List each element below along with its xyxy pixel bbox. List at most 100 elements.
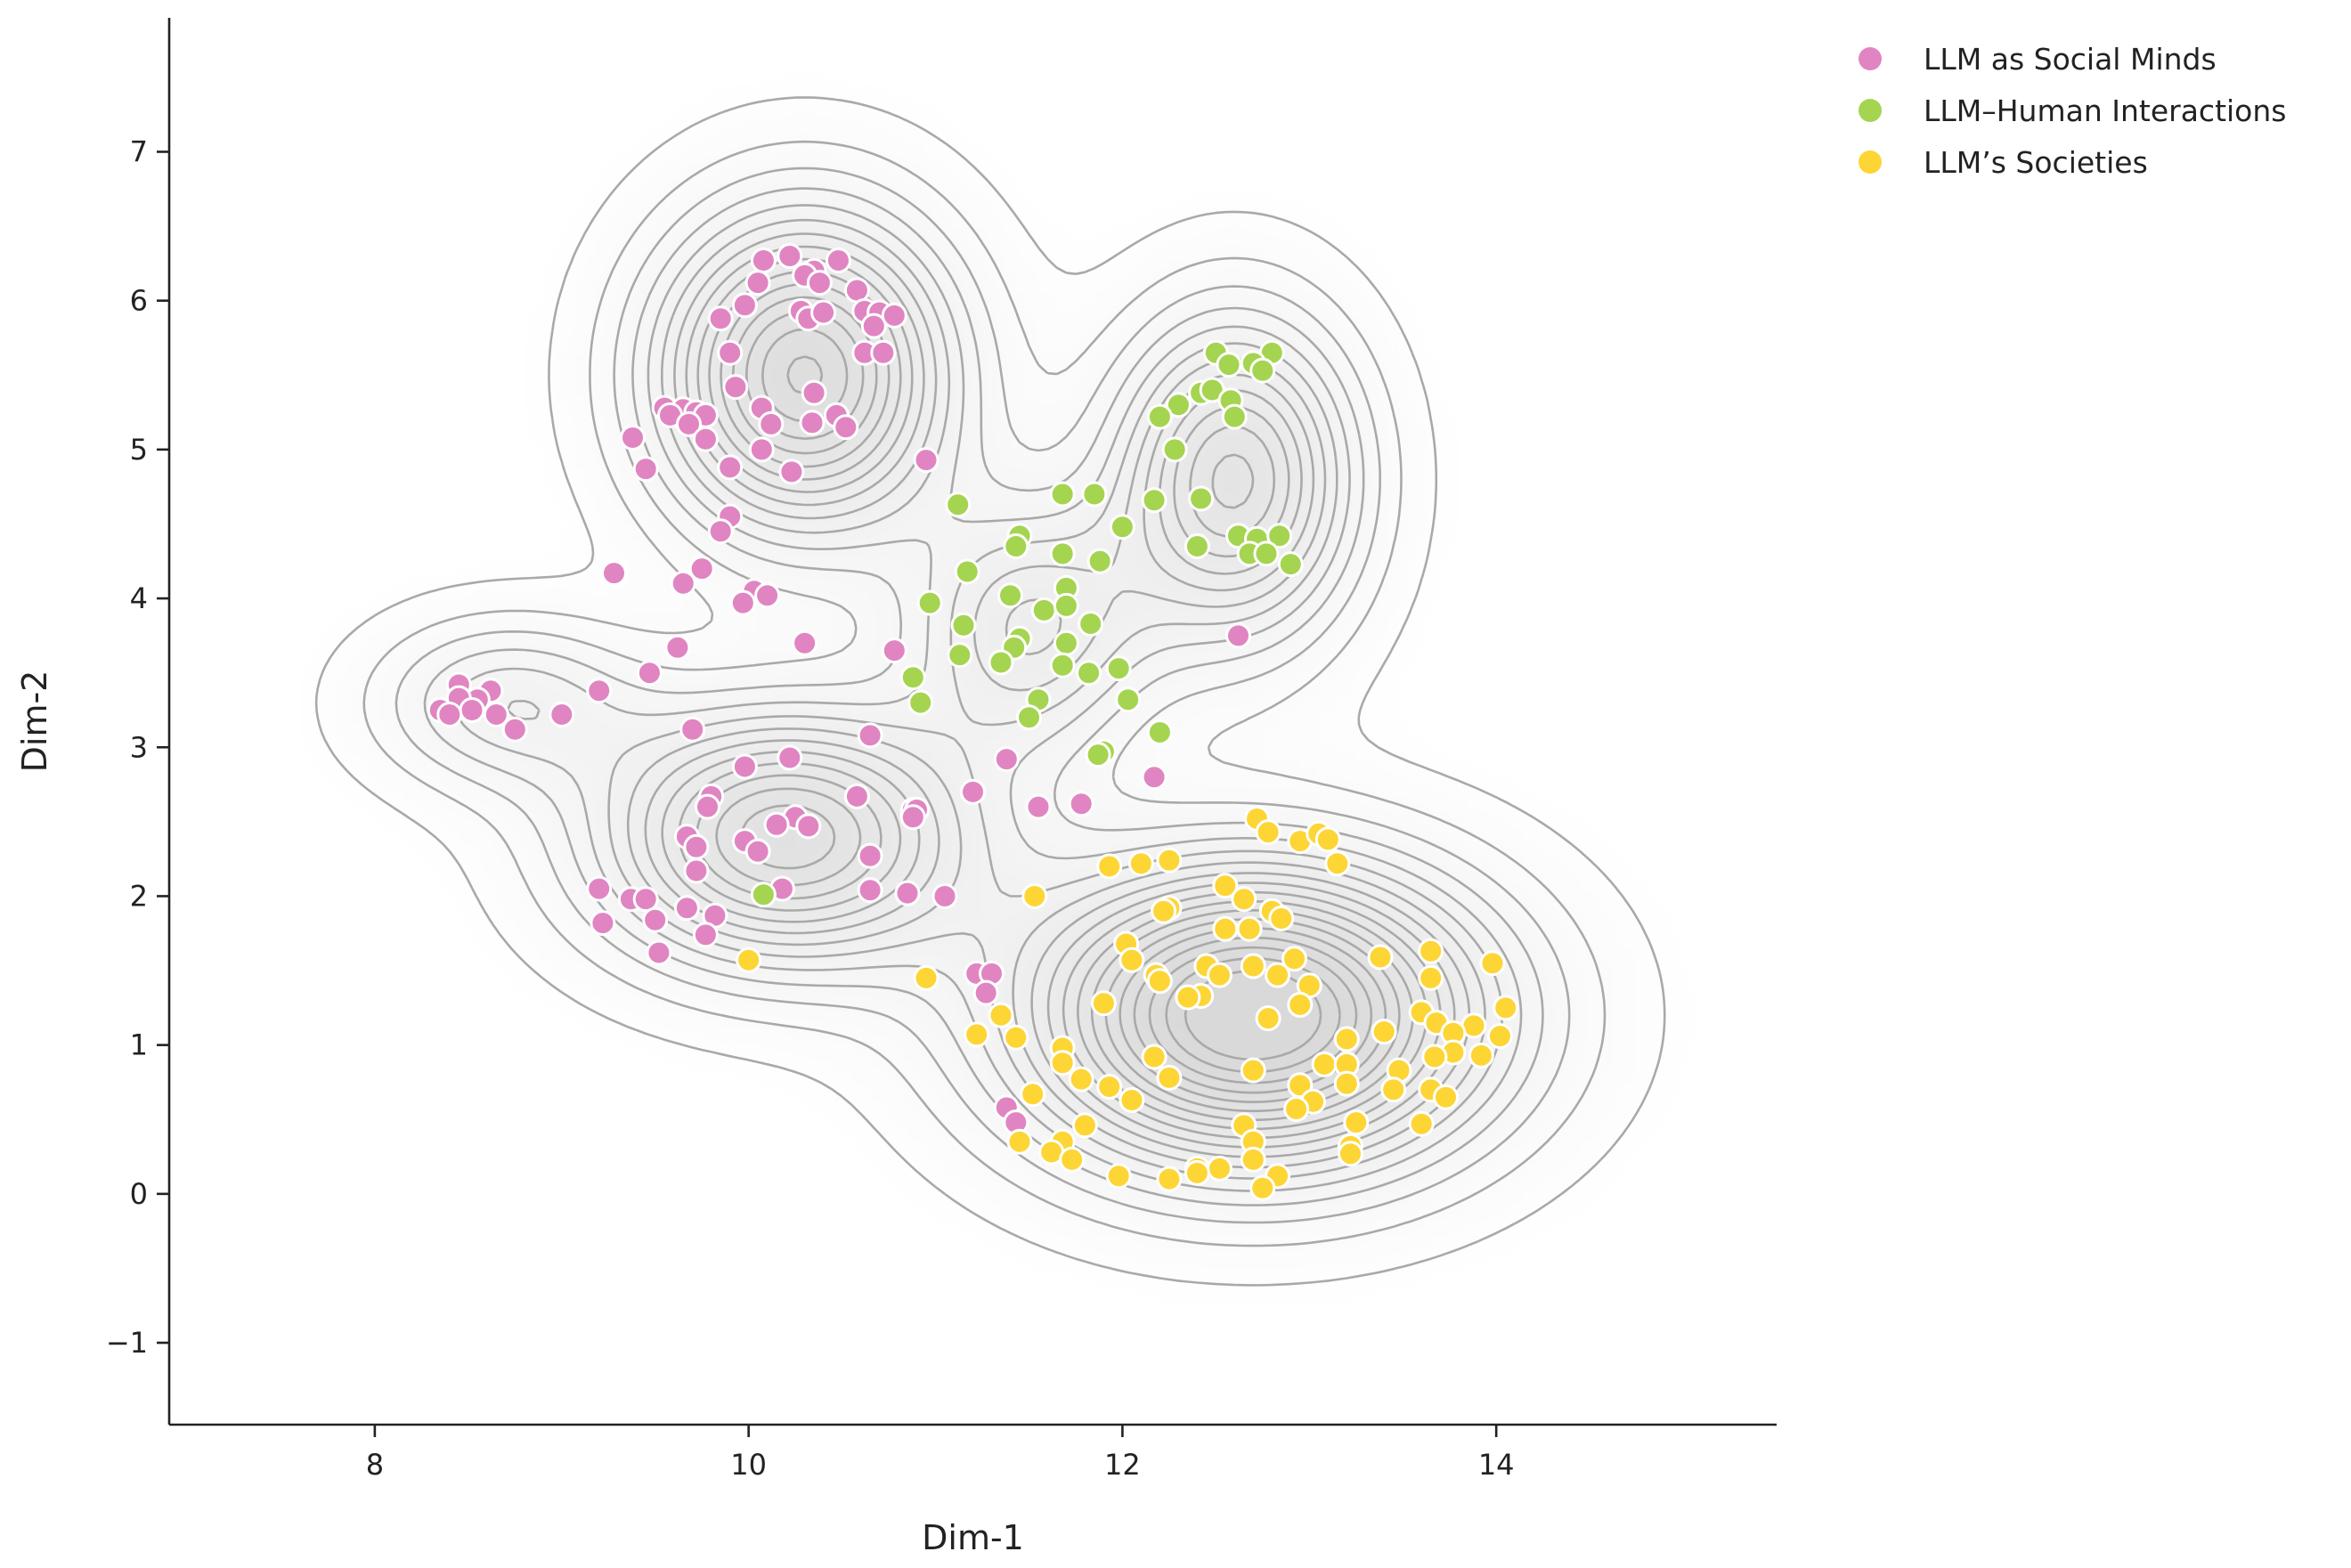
data-point [501,716,528,743]
data-point [632,456,659,483]
data-point [1421,1044,1448,1070]
data-point [731,292,758,319]
data-point [899,804,926,831]
data-point [1127,850,1154,877]
data-point [806,270,833,297]
data-point [777,744,803,771]
legend-marker [1859,99,1882,122]
data-point [1207,962,1232,988]
density-background [299,69,1703,1306]
data-point [688,556,715,582]
data-point [1146,403,1173,430]
legend-item[interactable]: LLM as Social Minds [1859,42,2217,77]
data-point [601,560,627,587]
data-point [931,883,958,909]
data-point [1212,873,1239,899]
data-point [1071,1112,1098,1139]
data-point [857,877,883,904]
data-point [795,813,822,840]
data-point [729,589,756,616]
data-point [1468,1042,1494,1068]
data-point [833,414,859,441]
data-point [1324,850,1351,877]
data-point [642,906,669,933]
data-point [1493,995,1519,1021]
data-point [1207,1155,1232,1182]
data-point [1212,915,1239,942]
data-point [1338,1141,1363,1167]
data-point [736,946,762,973]
data-point [1146,719,1173,745]
data-point [1277,551,1304,578]
data-point [792,630,818,656]
data-point [1266,523,1293,549]
data-point [717,339,744,366]
data-point [586,678,613,704]
data-point [964,1021,990,1048]
data-point [1343,1109,1370,1136]
data-point [1268,906,1295,931]
x-axis-ticks: 8 10 12 14 [366,1425,1515,1482]
y-tick-label: 7 [130,134,148,168]
data-point [843,783,870,809]
data-point [1156,1064,1183,1091]
data-point [692,922,719,948]
data-point [1165,392,1192,418]
data-point [620,425,646,451]
contour-level-4 [423,187,1544,1206]
data-point [744,270,771,297]
data-point [695,793,720,820]
data-point [1283,1096,1310,1122]
data-point [825,248,851,273]
x-axis-title: Dim-1 [922,1518,1024,1557]
data-point [1479,950,1506,977]
data-point [1333,1070,1360,1097]
y-axis-title: Dim-2 [15,670,54,773]
data-point [1216,352,1242,378]
data-point [1311,1051,1338,1077]
data-point [810,299,837,326]
data-point [1175,984,1201,1011]
x-tick-label: 12 [1104,1448,1141,1482]
data-point [1231,886,1257,913]
data-point [881,302,907,329]
data-point [1255,1005,1281,1032]
legend-item[interactable]: LLM’s Societies [1859,145,2148,180]
data-point [972,979,999,1006]
data-point [1188,485,1215,512]
data-point [988,1002,1014,1028]
data-point [1016,704,1042,731]
data-point [1003,533,1029,559]
data-point [679,716,706,743]
data-point [632,886,659,913]
legend-item[interactable]: LLM–Human Interactions [1859,93,2286,128]
data-point [1021,883,1048,909]
y-axis-ticks: −1 0 1 2 3 4 5 6 7 [106,134,169,1360]
y-tick-label: 5 [130,433,148,467]
y-tick-label: 6 [130,284,148,318]
legend-label: LLM as Social Minds [1924,42,2217,77]
legend-label: LLM–Human Interactions [1924,93,2286,128]
y-tick-label: −1 [106,1326,148,1360]
data-point [857,842,883,869]
data-point [916,589,943,616]
data-point [1078,611,1104,637]
data-point [1161,436,1188,463]
data-point [1119,1087,1145,1113]
data-point [1221,403,1248,430]
data-point [1240,1146,1266,1173]
legend-label: LLM’s Societies [1924,145,2148,180]
data-point [1141,487,1167,514]
data-point [670,570,696,597]
data-point [1408,1110,1435,1137]
x-tick-label: 8 [366,1448,384,1482]
data-point [1146,968,1173,995]
data-point [707,305,734,332]
data-point [1105,1163,1132,1190]
data-point [763,811,790,838]
y-tick-label: 3 [130,730,148,764]
data-point [801,379,827,406]
data-point [947,642,973,669]
data-point [1115,687,1142,713]
